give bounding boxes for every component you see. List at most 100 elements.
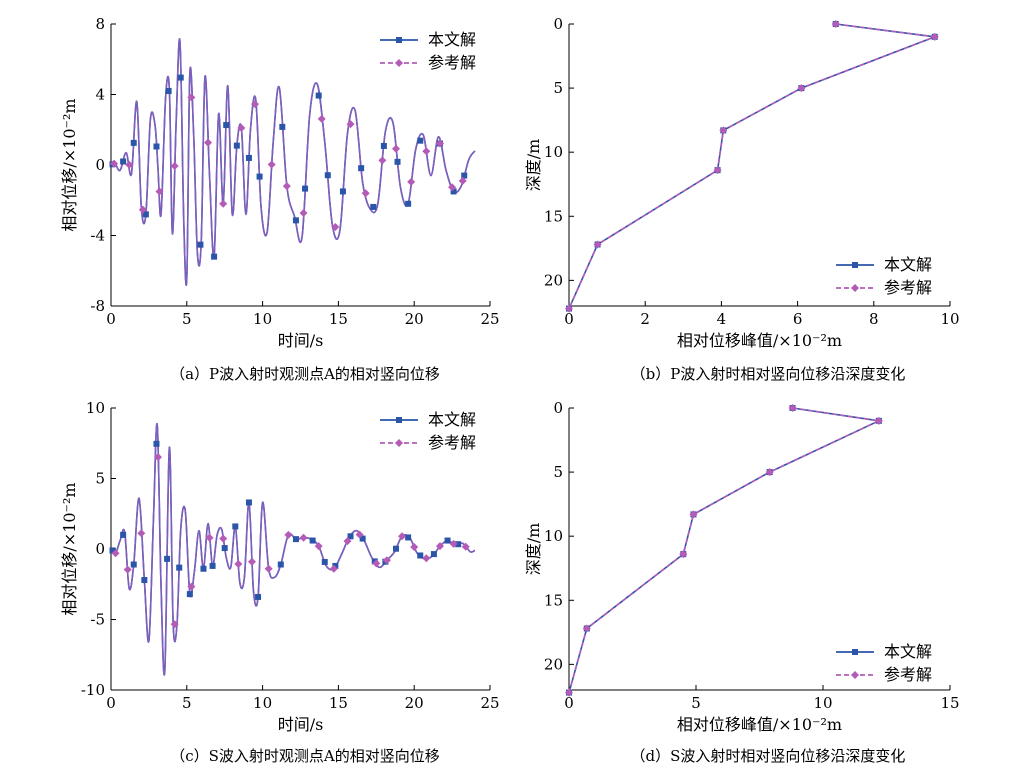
caption-b: （b）P波入射时相对竖向位移沿深度变化 [630, 365, 906, 383]
point-reference [299, 208, 308, 217]
legend-reference-marker [395, 439, 403, 447]
point-reference [125, 160, 134, 169]
point-reference [346, 120, 355, 129]
point-primary [417, 552, 424, 559]
point-reference [355, 530, 364, 539]
y-tick-label: 0 [95, 540, 105, 558]
point-primary [153, 440, 160, 447]
point-primary [394, 158, 401, 165]
x-tick-label: 5 [691, 694, 701, 712]
x-tick-label: 15 [329, 694, 348, 712]
point-primary [200, 565, 207, 572]
point-reference [407, 177, 416, 186]
point-primary [164, 555, 171, 562]
y-tick-label: 20 [544, 271, 563, 289]
x-tick-label: 5 [182, 310, 192, 328]
point-primary [450, 188, 457, 195]
x-axis-label: 时间/s [278, 715, 324, 734]
y-tick-label: 20 [544, 655, 563, 673]
point-reference [137, 529, 146, 538]
legend-reference-label: 参考解 [884, 665, 932, 684]
series-primary-line [110, 38, 476, 286]
point-primary [223, 122, 230, 129]
point-reference [410, 543, 419, 552]
legend-primary-label: 本文解 [428, 30, 476, 49]
x-axis-label: 相对位移峰值/×10⁻²m [677, 715, 842, 734]
series-overlay-line [110, 423, 476, 676]
point-reference [314, 542, 323, 551]
y-tick-label: 5 [553, 463, 563, 481]
point-reference [284, 530, 293, 539]
point-reference [111, 549, 120, 558]
y-tick-label: 4 [95, 86, 105, 104]
series-reference-line [110, 38, 476, 286]
point-primary [393, 545, 400, 552]
point-reference [719, 126, 728, 135]
point-primary [321, 558, 328, 565]
legend-primary-marker [396, 37, 402, 43]
legend-reference-label: 参考解 [428, 53, 476, 72]
point-primary [292, 217, 299, 224]
point-primary [209, 562, 216, 569]
legend-reference-label: 参考解 [428, 433, 476, 452]
y-tick-label: -8 [90, 297, 105, 315]
point-reference [372, 559, 381, 568]
point-primary [292, 536, 299, 543]
series-reference-line [568, 407, 882, 693]
point-primary [130, 139, 137, 146]
point-reference [593, 240, 602, 249]
point-reference [679, 550, 688, 559]
x-tick-label: 5 [182, 694, 192, 712]
point-reference [378, 156, 387, 165]
y-tick-label: 0 [95, 156, 105, 174]
x-tick-label: 20 [405, 310, 424, 328]
x-tick-label: 10 [813, 694, 832, 712]
legend-reference-marker [851, 284, 859, 292]
point-primary [359, 535, 366, 542]
point-reference [282, 182, 291, 191]
y-tick-label: 10 [86, 399, 105, 417]
point-reference [251, 100, 260, 109]
y-tick-label: 5 [95, 470, 105, 488]
point-reference [138, 205, 147, 214]
point-primary [358, 165, 365, 172]
point-primary [245, 154, 252, 161]
point-primary [177, 74, 184, 81]
x-tick-label: 15 [329, 310, 348, 328]
point-primary [153, 143, 160, 150]
point-reference [422, 147, 431, 156]
caption-a: （a）P波入射时观测点A的相对竖向位移 [170, 365, 440, 383]
x-axis-label: 相对位移峰值/×10⁻²m [677, 331, 842, 350]
point-primary [245, 499, 252, 506]
x-tick-label: 10 [940, 310, 959, 328]
point-primary [176, 564, 183, 571]
point-primary [309, 537, 316, 544]
point-primary [141, 577, 148, 584]
series-primary-line [568, 23, 936, 309]
point-primary [455, 541, 462, 548]
point-primary [233, 142, 240, 149]
series-reference-line [568, 23, 936, 309]
y-tick-label: 10 [544, 143, 563, 161]
point-primary [211, 253, 218, 260]
point-primary [279, 123, 286, 130]
point-primary [370, 203, 377, 210]
y-tick-label: 0 [553, 15, 563, 33]
point-reference [329, 564, 338, 573]
point-reference [299, 533, 308, 542]
x-tick-label: 25 [480, 310, 499, 328]
point-primary [142, 211, 149, 218]
point-reference [170, 162, 179, 171]
y-tick-label: 15 [544, 591, 563, 609]
legend-primary-marker [396, 417, 402, 423]
point-reference [247, 557, 256, 566]
point-primary [186, 591, 193, 598]
y-axis-label: 相对位移/×10⁻²m [60, 98, 79, 231]
point-reference [435, 542, 444, 551]
point-reference [187, 582, 196, 591]
point-primary [417, 137, 424, 144]
